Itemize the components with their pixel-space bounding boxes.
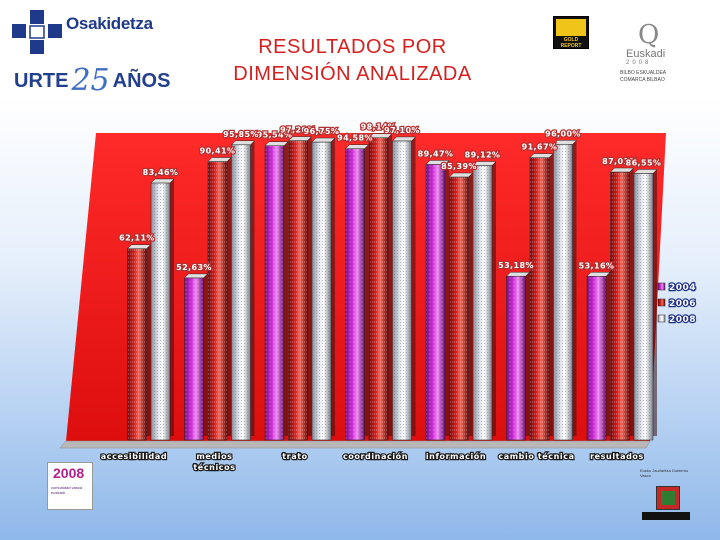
euskadi-logo: Q Euskadi 2008 BILBO ESKUALDEA COMARCA B…	[616, 20, 680, 88]
legend-label-2004: 2004	[669, 283, 696, 293]
legend-label-2006: 2006	[669, 299, 696, 309]
gobierno-vasco-logo: Eusko Jaurlaritza Gobierno Vasco	[640, 468, 692, 526]
data-label-2004-1: 52,63%	[176, 263, 212, 272]
bar-2004-1	[183, 273, 209, 441]
bar-2006-0	[126, 244, 152, 441]
data-labels-group: 52,63% 95,54% 94,58% 89,47% 53,18% 53,16% 62,1…	[118, 122, 662, 274]
org-name: Osakidetza	[66, 14, 153, 33]
bar-2008-5	[552, 140, 578, 441]
data-label-2006-6: 87,01%	[602, 157, 638, 166]
title-line-1: RESULTADOS POR	[258, 36, 447, 58]
anniversary-number: 25	[71, 63, 110, 98]
category-label-1: medios técnicos	[193, 452, 235, 472]
bar-2006-4	[448, 172, 474, 441]
euskadi-name: Euskadi	[626, 48, 666, 60]
chart-legend: 2004 2006 2008	[657, 282, 697, 326]
osakidetza-logo: Osakidetza	[12, 10, 162, 55]
bars-group	[126, 133, 658, 441]
bar-2008-1	[230, 140, 256, 441]
anniversary-2008-logo: 2008 comunidad vasca euskadi	[47, 462, 93, 510]
bar-2008-3	[391, 136, 417, 441]
data-label-2008-4: 89,12%	[465, 151, 501, 160]
osakidetza-cross-icon	[12, 10, 62, 54]
legend-item-2008: 2008	[657, 314, 697, 326]
category-label-4: información	[426, 451, 486, 461]
plot-floor	[59, 440, 651, 449]
data-label-2006-3: 98,14%	[361, 123, 397, 132]
anniversary-suffix: AÑOS	[112, 70, 171, 92]
data-label-2006-5: 91,67%	[522, 143, 558, 152]
data-label-2006-0: 62,11%	[119, 234, 155, 243]
category-label-2: trato	[282, 452, 308, 461]
bar-2006-5	[529, 153, 554, 441]
bar-2004-5	[505, 271, 531, 441]
data-label-2004-3: 94,58%	[337, 134, 373, 143]
legend-swatch-2004	[657, 282, 666, 291]
bar-2006-2	[287, 136, 313, 441]
gobierno-vasco-text: Eusko Jaurlaritza Gobierno Vasco	[640, 468, 689, 478]
slide-header: Osakidetza URTE 25 AÑOS RESULTADOS POR DIM…	[0, 0, 720, 100]
title-line-2: DIMENSIÓN ANALIZADA	[233, 63, 472, 85]
legend-label-2008: 2008	[669, 315, 696, 325]
euskadi-year: 2008	[626, 60, 652, 66]
gold-report-text: GOLD REPORT	[560, 37, 582, 49]
data-label-2008-0: 83,46%	[143, 168, 179, 177]
data-label-2006-1: 90,41%	[200, 147, 236, 156]
euskadi-subtitle: BILBO ESKUALDEA COMARCA BILBAO	[620, 70, 666, 83]
euskadi-q-icon: Q	[638, 20, 660, 50]
legend-item-2006: 2006	[657, 298, 697, 310]
bar-2008-6	[633, 169, 658, 441]
bar-2004-4	[425, 160, 450, 441]
data-label-2008-2: 96,75%	[304, 127, 340, 136]
bar-2004-6	[586, 272, 611, 441]
anniversary-logo: URTE 25 AÑOS	[14, 60, 171, 98]
bar-2008-0	[150, 178, 175, 441]
bar-2004-3	[344, 144, 370, 441]
legend-swatch-2008	[657, 314, 666, 323]
bar-2008-4	[472, 161, 497, 441]
category-label-0: accesibilidad	[101, 452, 167, 461]
data-label-2004-6: 53,16%	[579, 261, 615, 270]
data-label-2008-6: 86,55%	[626, 158, 662, 167]
data-label-2008-5: 96,00%	[545, 129, 581, 138]
bar-2006-6	[609, 167, 635, 441]
anniversary-prefix: URTE	[14, 70, 69, 92]
bar-2004-2	[264, 141, 289, 441]
category-label-6: resultados	[590, 452, 644, 461]
category-labels-group: accesibilidad medios técnicos trato coordina…	[100, 450, 645, 473]
bar-2006-1	[207, 157, 232, 441]
data-label-2004-4: 89,47%	[418, 149, 454, 158]
logo-2008-number: 2008	[53, 465, 85, 481]
data-label-2008-3: 97,10%	[384, 126, 420, 135]
legend-swatch-2006	[657, 298, 666, 307]
category-label-3: coordinación	[343, 451, 408, 461]
data-label-2008-1: 95,85%	[223, 130, 259, 139]
data-label-2004-5: 53,18%	[498, 261, 534, 270]
bar-2008-2	[311, 137, 336, 441]
logo-2008-text: comunidad vasca euskadi	[51, 485, 83, 495]
data-label-2006-4: 85,39%	[441, 162, 477, 171]
legend-item-2004: 2004	[657, 282, 697, 294]
logo-bar-icon	[642, 512, 690, 520]
coat-of-arms-icon	[656, 486, 680, 510]
gold-report-badge-icon	[556, 19, 586, 36]
data-label-2004-2: 95,54%	[257, 131, 293, 140]
category-label-5: cambio técnica	[498, 451, 574, 461]
data-label-2006-2: 97,20%	[280, 126, 316, 135]
bar-2006-3	[368, 133, 393, 441]
slide-title: RESULTADOS POR DIMENSIÓN ANALIZADA	[200, 34, 505, 88]
gold-report-logo: GOLD REPORT	[553, 16, 589, 49]
